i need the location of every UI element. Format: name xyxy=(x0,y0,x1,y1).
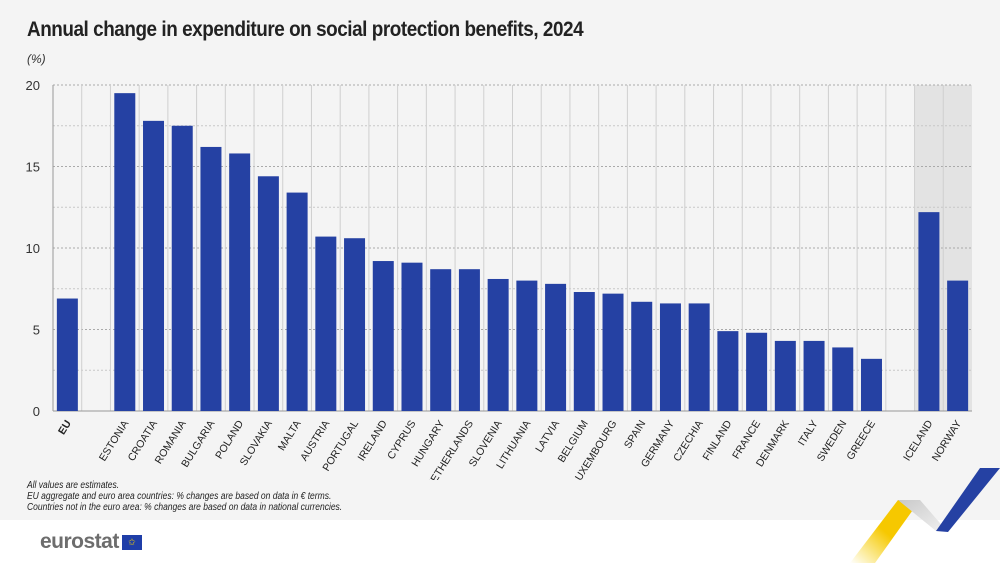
bar-portugal xyxy=(344,238,366,411)
bar-lithuania xyxy=(516,280,538,411)
bar-italy xyxy=(803,340,825,411)
footnotes: All values are estimates. EU aggregate a… xyxy=(27,480,342,513)
bar-france xyxy=(746,332,768,411)
bar-netherlands xyxy=(458,269,480,411)
eu-flag-icon: ✩ xyxy=(121,534,142,550)
x-tick-label: SPAIN xyxy=(622,418,648,450)
bar-romania xyxy=(171,125,193,411)
ribbon-decoration-icon xyxy=(850,468,1000,563)
bar-estonia xyxy=(114,93,136,412)
bar-norway xyxy=(947,280,969,411)
bar-cyprus xyxy=(401,262,423,411)
bar-germany xyxy=(659,303,681,411)
bar-austria xyxy=(315,236,337,411)
bar-eu xyxy=(56,298,78,411)
y-axis-unit: (%) xyxy=(27,52,46,66)
bar-luxembourg xyxy=(602,293,624,411)
bar-bulgaria xyxy=(200,146,222,411)
bar-croatia xyxy=(143,120,165,412)
bar-iceland xyxy=(918,212,940,411)
x-tick-label: ITALY xyxy=(796,418,821,448)
bar-slovenia xyxy=(487,278,509,411)
bar-malta xyxy=(286,192,308,411)
bar-poland xyxy=(229,153,251,411)
bar-slovakia xyxy=(257,176,279,411)
y-tick-label: 20 xyxy=(26,78,40,93)
logo-text: eurostat xyxy=(40,530,119,553)
x-tick-label: EU xyxy=(56,418,74,437)
y-tick-label: 10 xyxy=(26,241,40,256)
footnote: EU aggregate and euro area countries: % … xyxy=(27,491,332,502)
bar-finland xyxy=(717,331,739,411)
bar-ireland xyxy=(372,261,394,411)
bar-belgium xyxy=(573,292,595,411)
x-tick-label: GREECE xyxy=(844,418,878,462)
y-tick-label: 0 xyxy=(33,404,40,419)
x-tick-label: LATVIA xyxy=(533,418,562,454)
bar-denmark xyxy=(774,340,796,411)
bar-czechia xyxy=(688,303,710,411)
bar-greece xyxy=(860,358,882,411)
bar-hungary xyxy=(430,269,452,411)
eurostat-logo[interactable]: eurostat ✩ xyxy=(40,530,142,554)
bar-latvia xyxy=(545,283,567,411)
y-tick-label: 15 xyxy=(26,160,40,175)
bar-sweden xyxy=(832,347,854,411)
y-tick-label: 5 xyxy=(33,323,40,338)
x-tick-label: MALTA xyxy=(276,418,304,453)
chart-panel xyxy=(0,0,1000,520)
bar-spain xyxy=(631,301,653,411)
footnote: Countries not in the euro area: % change… xyxy=(27,502,343,513)
footnote: All values are estimates. xyxy=(27,480,120,491)
chart-title: Annual change in expenditure on social p… xyxy=(27,18,584,41)
